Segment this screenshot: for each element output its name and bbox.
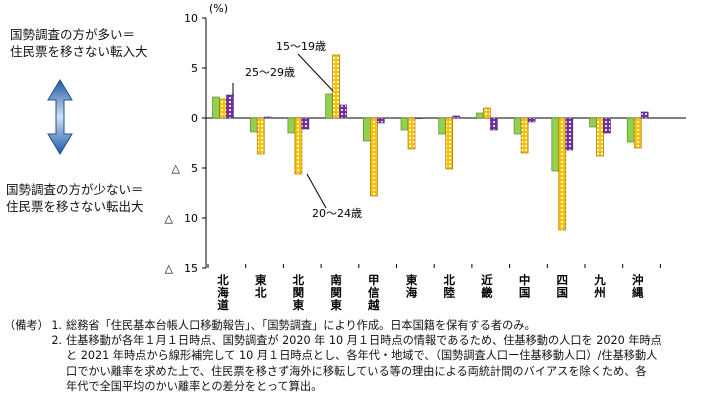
x-tick-label: 南関東	[330, 273, 342, 312]
bar-20～24歳-沖縄	[634, 118, 641, 148]
bar-15～19歳-四国	[552, 118, 559, 171]
bar-25～29歳-九州	[604, 118, 611, 133]
bar-20～24歳-北海道	[220, 99, 227, 118]
y-tick-label: 5	[191, 62, 198, 75]
note-item-2: 2. 住基移動が各年１月１日時点、国勢調査が 2020 年 10 月１日時点の情…	[4, 333, 702, 348]
x-tick-label: 中国	[519, 273, 531, 300]
note-number: 1.	[46, 318, 66, 333]
x-tick-label: 九州	[593, 273, 606, 300]
x-tick-label: 四国	[557, 273, 569, 300]
bar-20～24歳-中国	[521, 118, 528, 153]
lower-label-line: 国勢調査の方が少ない＝	[6, 181, 144, 198]
note-text: 年代で全国平均のかい離率との差分をとって算出。	[4, 379, 702, 394]
bar-15～19歳-九州	[590, 118, 597, 127]
bar-20～24歳-北陸	[446, 118, 453, 169]
bar-20～24歳-南関東	[333, 55, 340, 118]
lower-label-line: 住民票を移さない転出大	[6, 198, 144, 215]
x-tick-label: 甲信越	[367, 273, 380, 312]
x-tick-label: 東北	[255, 273, 267, 300]
notes-head: （備考）	[4, 318, 46, 333]
bar-20～24歳-東海	[408, 118, 415, 149]
y-tick-label: △ 15	[165, 262, 198, 275]
bar-25～29歳-甲信越	[377, 118, 384, 123]
note-text: 口でかい離率を求めた上で、住民票を移さず海外に移転している等の理由による両統計間…	[4, 364, 702, 379]
bar-20～24歳-甲信越	[370, 118, 377, 196]
bar-20～24歳-東北	[257, 118, 264, 154]
x-tick-label: 近畿	[481, 273, 493, 300]
annotation-25-29: 25～29歳	[233, 66, 295, 95]
y-tick-label: △ 10	[165, 212, 198, 225]
note-text: と 2021 年時点から線形補完して 10 月１日時点とし、各年代・地域で、（国…	[4, 348, 702, 363]
bar-25～29歳-東北	[264, 117, 271, 118]
note-item-2-cont: と 2021 年時点から線形補完して 10 月１日時点とし、各年代・地域で、（国…	[4, 348, 702, 363]
note-item-1: （備考） 1. 総務省「住民基本台帳人口移動報告」、「国勢調査」により作成。日本…	[4, 318, 702, 333]
bar-15～19歳-北陸	[439, 118, 446, 134]
bar-15～19歳-近畿	[476, 113, 483, 118]
y-tick-label: 0	[191, 112, 198, 125]
bar-20～24歳-近畿	[483, 108, 490, 118]
bar-25～29歳-東海	[415, 118, 422, 119]
note-text: 総務省「住民基本台帳人口移動報告」、「国勢調査」により作成。日本国籍を保有する者…	[66, 318, 702, 333]
note-item-2-cont: 年代で全国平均のかい離率との差分をとって算出。	[4, 379, 702, 394]
x-tick-label: 東海	[406, 273, 418, 300]
unit-label: (%)	[209, 2, 228, 15]
bar-25～29歳-近畿	[490, 118, 497, 130]
bar-25～29歳-北関東	[302, 118, 309, 129]
bar-20～24歳-九州	[597, 118, 604, 156]
bar-15～19歳-東海	[401, 118, 408, 130]
x-tick-label: 北陸	[443, 273, 455, 300]
bar-15～19歳-北海道	[213, 97, 220, 118]
note-number: 2.	[46, 333, 66, 348]
note-text: 住基移動が各年１月１日時点、国勢調査が 2020 年 10 月１日時点の情報であ…	[66, 333, 702, 348]
upper-label-line: 国勢調査の方が多い＝	[10, 26, 148, 43]
bar-15～19歳-中国	[514, 118, 521, 134]
x-tick-label: 沖縄	[632, 273, 644, 300]
annotation-label-20-24: 20～24歳	[312, 207, 362, 220]
annotation-20-24: 20～24歳	[307, 174, 362, 220]
bar-20～24歳-北関東	[295, 118, 302, 174]
x-tick-label: 北海道	[217, 273, 229, 312]
annotation-label-25-29: 25～29歳	[245, 66, 295, 79]
y-tick-label: 10	[184, 12, 198, 25]
bar-25～29歳-北海道	[227, 95, 234, 118]
annotation-label-15-19: 15～19歳	[276, 40, 326, 53]
bar-25～29歳-中国	[528, 118, 535, 122]
bar-15～19歳-甲信越	[363, 118, 370, 141]
bar-25～29歳-四国	[566, 118, 573, 150]
bar-15～19歳-南関東	[326, 94, 333, 118]
bar-15～19歳-北関東	[288, 118, 295, 133]
bar-25～29歳-北陸	[453, 116, 460, 118]
notes: （備考） 1. 総務省「住民基本台帳人口移動報告」、「国勢調査」により作成。日本…	[4, 318, 702, 394]
lower-region-label: 国勢調査の方が少ない＝ 住民票を移さない転出大	[6, 181, 144, 215]
bar-15～19歳-東北	[250, 118, 257, 132]
bar-20～24歳-四国	[559, 118, 566, 230]
double-arrow-icon	[48, 80, 72, 154]
upper-region-label: 国勢調査の方が多い＝ 住民票を移さない転入大	[10, 26, 148, 60]
y-tick-label: △ 5	[172, 162, 198, 175]
bar-25～29歳-沖縄	[641, 112, 648, 118]
bar-15～19歳-沖縄	[627, 118, 634, 142]
x-tick-label: 北関東	[293, 273, 305, 312]
note-item-2-cont: 口でかい離率を求めた上で、住民票を移さず海外に移転している等の理由による両統計間…	[4, 364, 702, 379]
bar-25～29歳-南関東	[340, 105, 347, 118]
upper-label-line: 住民票を移さない転入大	[10, 43, 148, 60]
